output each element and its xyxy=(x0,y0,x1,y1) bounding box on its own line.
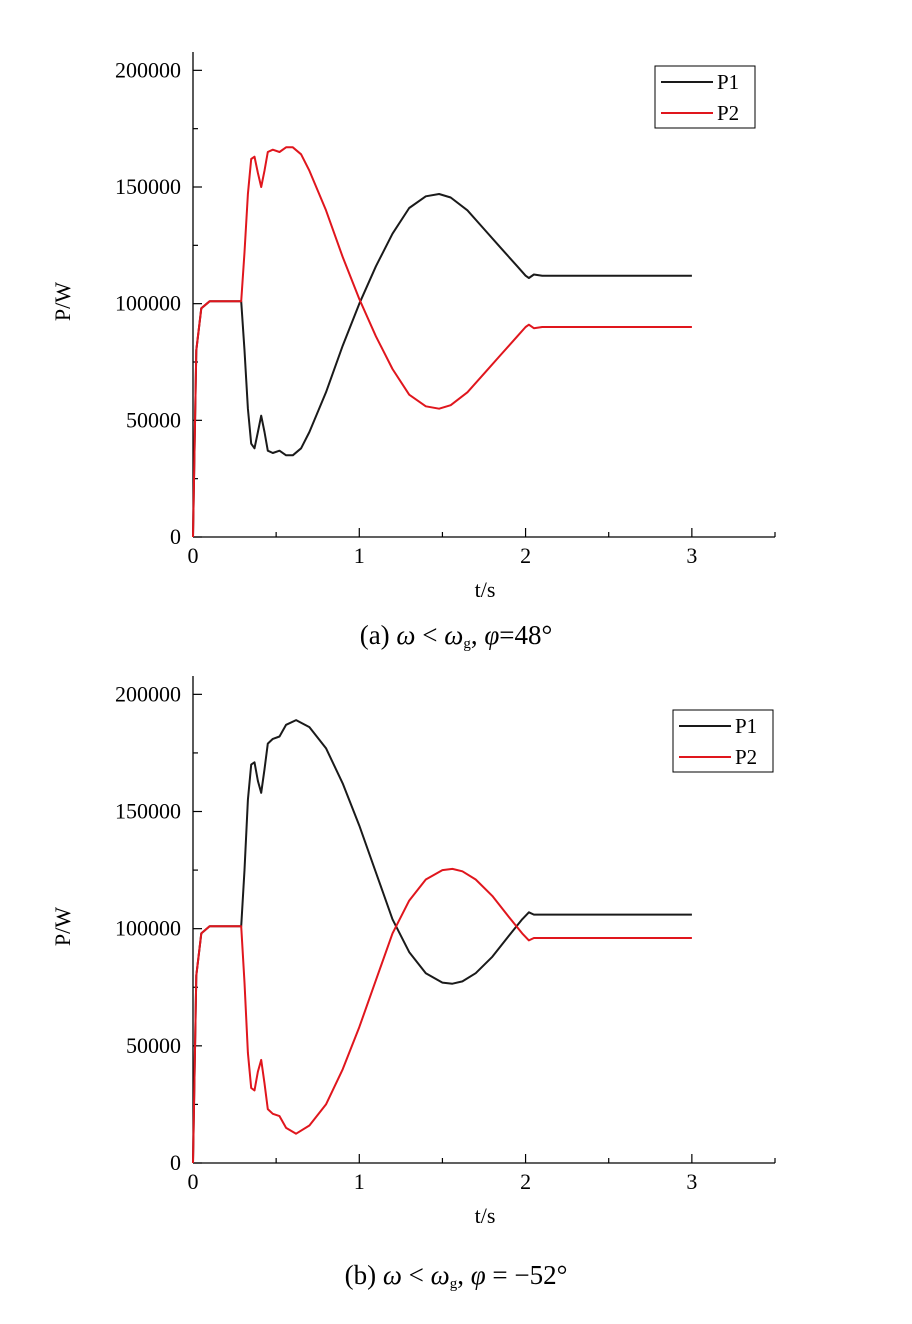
caption-omega: ω xyxy=(382,1260,402,1290)
y-tick-label: 200000 xyxy=(115,681,181,706)
legend-label-p1: P1 xyxy=(717,70,739,94)
x-tick-label: 0 xyxy=(188,1169,199,1194)
y-tick-label: 0 xyxy=(170,524,181,549)
legend-box xyxy=(672,709,774,773)
caption-omega: ω xyxy=(396,620,416,650)
x-tick-label: 2 xyxy=(520,1169,531,1194)
caption-subscript: g xyxy=(463,636,471,652)
caption-lt: < xyxy=(415,620,445,650)
series-line-p2 xyxy=(192,867,692,1164)
axes: 0 1 2 3 0 50000 100000 150000 200000 t/s P/W xyxy=(50,676,776,1228)
caption-omega-g: ω xyxy=(444,620,464,650)
caption-a: (a) ω < ωg, φ=48° xyxy=(0,620,912,653)
caption-value: =48° xyxy=(499,620,553,650)
caption-omega-g: ω xyxy=(430,1260,450,1290)
legend-box xyxy=(654,65,756,129)
caption-prefix: (b) xyxy=(344,1260,383,1290)
caption-subscript: g xyxy=(449,1276,458,1292)
axes: 0 1 2 3 0 50000 100000 150000 200000 t/s P/W xyxy=(50,52,776,602)
y-tick-label: 100000 xyxy=(115,916,181,941)
caption-phi: φ xyxy=(470,1260,486,1290)
caption-sep: , xyxy=(457,1260,471,1290)
y-tick-label: 100000 xyxy=(115,291,181,316)
caption-phi: φ xyxy=(484,620,500,650)
series-line-p1 xyxy=(192,719,692,1164)
series-line-p1 xyxy=(192,193,692,538)
series-group xyxy=(192,146,692,538)
legend-label-p2: P2 xyxy=(735,745,757,769)
caption-sep: , xyxy=(470,620,485,650)
legend-label-p2: P2 xyxy=(717,101,739,125)
x-axis-label: t/s xyxy=(475,577,496,602)
caption-prefix: (a) xyxy=(359,620,397,650)
y-tick-label: 0 xyxy=(170,1150,181,1175)
y-tick-label: 50000 xyxy=(126,407,181,432)
legend-label-p1: P1 xyxy=(735,714,757,738)
series-line-p2 xyxy=(192,146,692,538)
x-axis-label: t/s xyxy=(475,1203,496,1228)
caption-b: (b) ω < ωg, φ = −52° xyxy=(0,1260,912,1293)
x-tick-label: 0 xyxy=(188,543,199,568)
x-tick-label: 3 xyxy=(686,543,697,568)
x-tick-label: 3 xyxy=(686,1169,697,1194)
series-group xyxy=(192,719,692,1164)
y-tick-label: 200000 xyxy=(115,57,181,82)
y-tick-label: 150000 xyxy=(115,174,181,199)
x-tick-label: 1 xyxy=(354,1169,365,1194)
x-tick-label: 2 xyxy=(520,543,531,568)
y-tick-label: 150000 xyxy=(115,799,181,824)
y-tick-label: 50000 xyxy=(126,1033,181,1058)
x-tick-label: 1 xyxy=(354,543,365,568)
y-axis-label: P/W xyxy=(50,907,75,946)
caption-value: = −52° xyxy=(485,1260,568,1290)
y-axis-label: P/W xyxy=(50,282,75,321)
caption-lt: < xyxy=(401,1260,431,1290)
